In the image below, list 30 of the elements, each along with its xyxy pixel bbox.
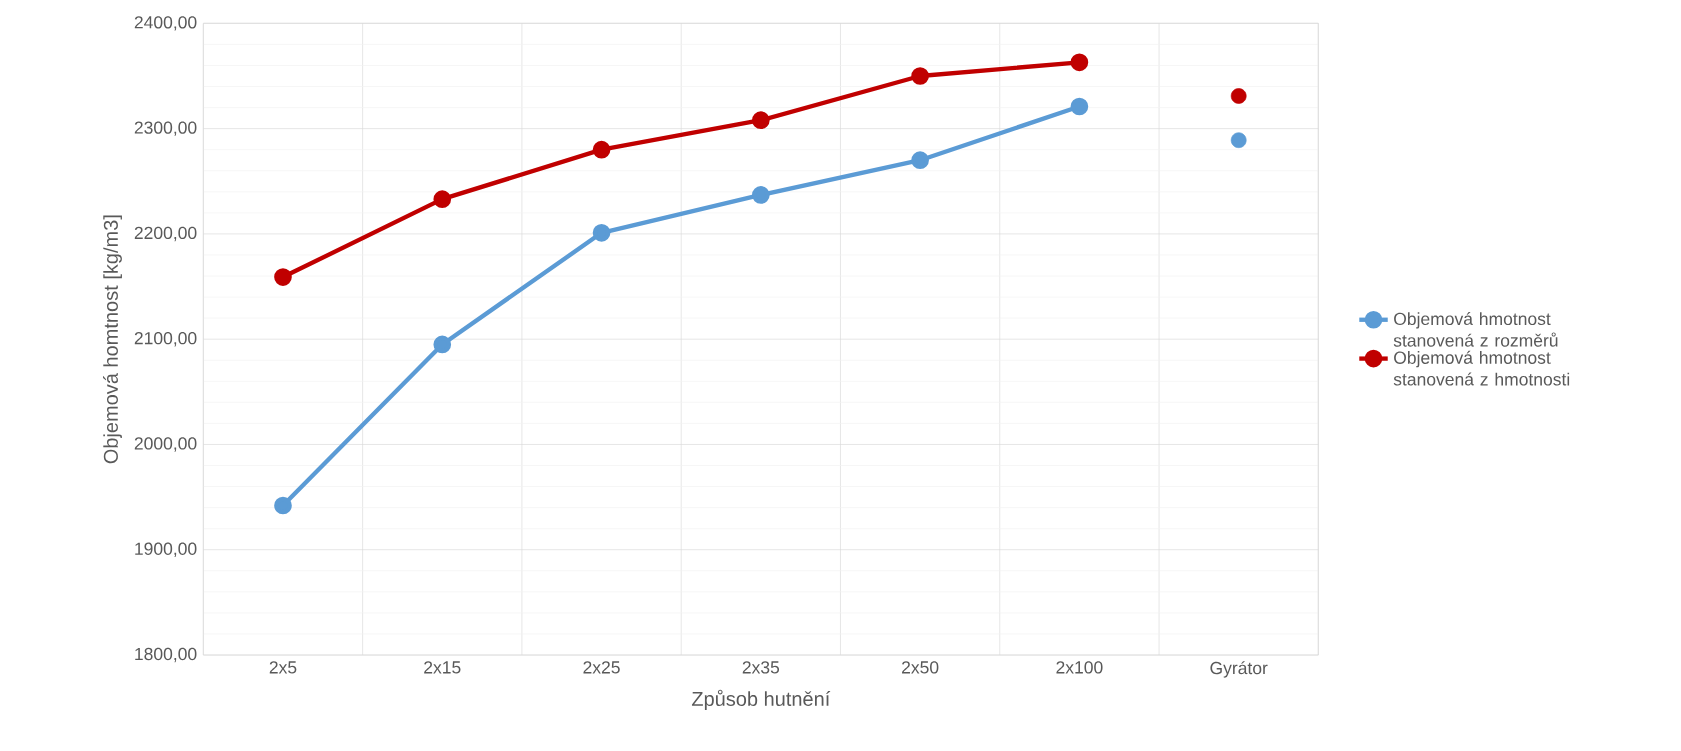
point bbox=[274, 496, 292, 515]
point bbox=[592, 224, 611, 242]
point bbox=[592, 140, 611, 159]
x-tick-label: 2x25 bbox=[583, 661, 620, 674]
x-tick-label: 2x15 bbox=[424, 661, 461, 674]
y-tick-label: 2000,00 bbox=[134, 437, 197, 452]
x-tick-label: 2x50 bbox=[902, 661, 939, 674]
point bbox=[433, 190, 452, 208]
x-tick-label: 2x35 bbox=[742, 661, 780, 674]
point bbox=[1070, 53, 1089, 72]
legend-label: Objemová hmotnost stanovená z rozměrů bbox=[1393, 311, 1558, 347]
y-tick-label: 2200,00 bbox=[134, 226, 197, 242]
y-tick-label: 2400,00 bbox=[134, 16, 197, 31]
x-tick-label: Gyrátor bbox=[1210, 661, 1268, 678]
point bbox=[911, 67, 929, 85]
x-axis-title: Způsob hutnění bbox=[691, 689, 831, 710]
point bbox=[752, 186, 770, 204]
y-tick-label: 1900,00 bbox=[135, 542, 197, 557]
y-tick-label: 1800,00 bbox=[135, 647, 197, 663]
x-tick-label: 2x100 bbox=[1056, 661, 1103, 674]
point bbox=[752, 111, 770, 130]
y-tick-label: 2100,00 bbox=[134, 331, 197, 347]
y-tick-label: 2300,00 bbox=[134, 121, 197, 136]
point bbox=[911, 151, 929, 170]
point bbox=[433, 335, 452, 354]
point bbox=[1070, 97, 1089, 116]
y-axis-title: Objemová homtnost [kg/m3] bbox=[103, 215, 122, 464]
x-tick-label: 2x5 bbox=[269, 661, 297, 674]
legend-label: Objemová hmotnost stanovená z hmotnosti bbox=[1393, 350, 1570, 386]
point bbox=[274, 268, 292, 286]
